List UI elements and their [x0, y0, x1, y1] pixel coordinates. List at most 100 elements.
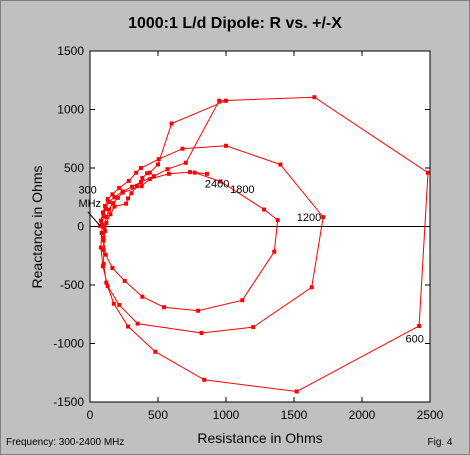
data-point [180, 146, 185, 151]
data-point [122, 278, 127, 283]
data-point [101, 261, 106, 266]
data-point [217, 98, 222, 103]
data-point [147, 177, 152, 182]
frequency-annotation: MHz [78, 198, 101, 210]
data-point [165, 167, 170, 172]
data-point [134, 184, 139, 189]
data-point [187, 170, 192, 175]
data-point [147, 170, 152, 175]
frequency-annotation: 300 [78, 185, 96, 197]
data-point [99, 230, 104, 235]
y-axis-label: Reactance in Ohms [29, 166, 45, 289]
data-point [156, 157, 161, 162]
frequency-annotation: 2400 [205, 178, 229, 190]
data-point [100, 210, 105, 215]
data-point [139, 166, 143, 170]
frequency-note: Frequency: 300-2400 MHz [6, 437, 124, 448]
chart-title: 1000:1 L/d Dipole: R vs. +/-X [128, 15, 342, 32]
data-point [135, 321, 140, 326]
data-point [240, 298, 245, 303]
x-tick-label: 2500 [417, 408, 444, 422]
data-point [126, 196, 131, 201]
data-point [98, 218, 103, 223]
data-point [124, 201, 129, 206]
data-point [108, 212, 113, 217]
data-point [145, 171, 150, 176]
data-point [112, 204, 117, 209]
data-point [102, 229, 107, 234]
data-point [111, 201, 116, 206]
data-point [139, 180, 143, 185]
x-tick-label: 2000 [349, 408, 376, 422]
data-point [105, 284, 110, 289]
x-tick-label: 1000 [213, 408, 240, 422]
data-point [107, 207, 112, 212]
y-tick-label: -500 [60, 278, 84, 292]
annotation-pointer [87, 211, 101, 227]
data-point [126, 178, 131, 183]
y-tick-label: 1500 [57, 44, 84, 58]
y-tick-label: 1000 [57, 103, 84, 117]
data-point [312, 95, 317, 100]
data-point [107, 199, 112, 204]
data-point [126, 324, 131, 329]
data-point [166, 171, 171, 176]
data-point [139, 184, 144, 189]
figure-label: Fig. 4 [427, 437, 452, 448]
y-tick-label: 0 [77, 220, 84, 234]
data-point [196, 308, 201, 313]
data-point [134, 170, 139, 175]
data-point [162, 305, 167, 310]
data-point [101, 235, 106, 240]
data-point [224, 143, 228, 148]
data-point [156, 162, 160, 167]
y-tick-label: 500 [64, 161, 84, 175]
data-point [251, 325, 256, 330]
x-tick-label: 1500 [281, 408, 308, 422]
x-tick-label: 500 [148, 408, 168, 422]
data-point [425, 170, 430, 175]
data-point [102, 204, 107, 209]
data-point [262, 207, 267, 212]
data-point [129, 191, 134, 196]
data-point [130, 184, 135, 189]
data-point [272, 249, 277, 254]
data-point [104, 280, 109, 285]
data-point [275, 218, 280, 223]
data-point [192, 170, 197, 175]
data-point [112, 195, 117, 200]
data-point [101, 247, 106, 252]
data-point [321, 215, 326, 220]
data-point [417, 323, 422, 328]
data-point [103, 206, 108, 211]
data-point [140, 294, 145, 299]
x-axis-label: Resistance in Ohms [197, 430, 322, 446]
data-point [294, 389, 299, 394]
data-point [151, 174, 156, 179]
data-point [110, 266, 115, 271]
frequency-annotation: 1800 [230, 184, 254, 196]
data-point [117, 185, 122, 190]
frequency-annotation: 600 [406, 333, 424, 345]
data-point [199, 330, 204, 335]
data-point [101, 213, 106, 218]
data-point [309, 285, 314, 290]
data-point [115, 195, 120, 200]
data-point [101, 238, 106, 243]
data-point [110, 192, 115, 197]
data-point [120, 190, 125, 195]
data-point [224, 98, 228, 103]
data-point [202, 377, 207, 382]
data-point [140, 175, 145, 180]
data-point [102, 225, 107, 230]
data-point [103, 252, 108, 257]
data-point [183, 160, 188, 165]
data-point [169, 121, 174, 126]
data-point [104, 220, 109, 225]
data-point [153, 349, 158, 354]
y-tick-label: -1500 [53, 395, 84, 409]
data-point [117, 302, 122, 307]
frequency-annotation: 1200 [297, 212, 321, 224]
data-point [218, 179, 223, 184]
